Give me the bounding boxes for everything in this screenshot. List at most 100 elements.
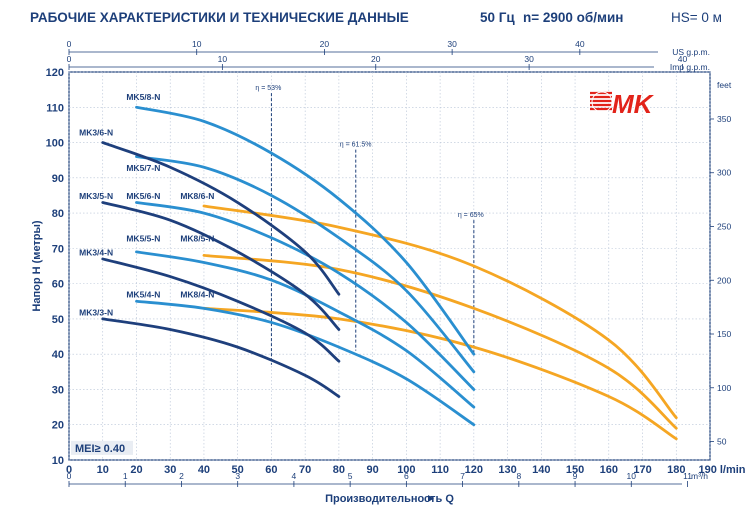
series-label: MK5/5-N <box>126 233 160 243</box>
m3h-tick-label: 9 <box>573 471 578 481</box>
y-tick-label: 100 <box>46 138 64 150</box>
x-tick-label: 150 <box>566 464 584 476</box>
us-gpm-tick-label: 0 <box>67 39 72 49</box>
hs-label: HS= 0 м <box>671 10 722 25</box>
us-gpm-tick-label: 40 <box>575 39 585 49</box>
m3h-tick-label: 5 <box>348 471 353 481</box>
us-gpm-tick-label: 10 <box>192 39 202 49</box>
series-curve-mk8-5-n <box>202 254 678 430</box>
x-tick-label: 100 <box>397 464 415 476</box>
series-curve-mk3-6-n <box>101 141 341 296</box>
m3h-tick-label: 6 <box>404 471 409 481</box>
efficiency-label: η = 53% <box>255 85 281 92</box>
series-curve-mk3-3-n <box>101 317 341 398</box>
mei-annotation-box <box>71 440 133 455</box>
m3h-tick-label: 3 <box>235 471 240 481</box>
series-curve-mk8-6-n <box>202 204 678 420</box>
us-gpm-tick-label: 30 <box>447 39 457 49</box>
mei-annotation: MEI≥ 0.40 <box>75 443 125 455</box>
m3h-tick-label: 0 <box>67 471 72 481</box>
x-tick-label: 140 <box>532 464 550 476</box>
y-tick-label: 110 <box>46 102 64 114</box>
series-label: MK8/5-N <box>180 233 214 243</box>
m3h-tick-label: 10 <box>627 471 637 481</box>
series-label: MK5/6-N <box>126 191 160 201</box>
x-axis-title: Производительность Q <box>325 493 454 505</box>
series-label: MK5/4-N <box>126 290 160 300</box>
y-tick-label: 70 <box>52 243 64 255</box>
m3h-tick-label: 4 <box>292 471 297 481</box>
x-tick-label: 170 <box>633 464 651 476</box>
y-tick-label: 80 <box>52 208 64 220</box>
y-tick-label: 60 <box>52 279 64 291</box>
imp-gpm-tick-label: 40 <box>678 54 688 64</box>
series-label: MK8/6-N <box>180 191 214 201</box>
feet-tick-label: 200 <box>717 275 731 285</box>
us-gpm-tick-label: 20 <box>320 39 330 49</box>
y-tick-label: 40 <box>52 349 64 361</box>
x-tick-label: 60 <box>265 464 277 476</box>
feet-tick-label: 50 <box>717 437 727 447</box>
us-gpm-axis-unit: US g.p.m. <box>672 47 710 57</box>
m3h-axis-unit: m³/h <box>691 471 708 481</box>
imp-gpm-axis-unit: Imp g.p.m. <box>670 62 710 72</box>
series-curve-mk5-7-n <box>135 155 476 374</box>
series-label: MK3/4-N <box>79 247 113 257</box>
x-tick-label: 50 <box>232 464 244 476</box>
efficiency-label: η = 65% <box>458 212 484 219</box>
x-tick-label: 120 <box>465 464 483 476</box>
y-axis-title: Напор H (метры) <box>31 220 43 311</box>
m3h-tick-label: 1 <box>123 471 128 481</box>
imp-gpm-tick-label: 0 <box>67 54 72 64</box>
logo-globe-icon <box>591 91 613 113</box>
m3h-tick-label: 2 <box>179 471 184 481</box>
m3h-tick-label: 11 <box>683 471 692 481</box>
x-tick-label: 110 <box>431 464 449 476</box>
feet-tick-label: 300 <box>717 168 731 178</box>
frequency-label: 50 Гц <box>480 10 515 25</box>
feet-tick-label: 150 <box>717 329 731 339</box>
x-tick-label: 10 <box>97 464 109 476</box>
series-label: MK5/8-N <box>126 92 160 102</box>
m3h-tick-label: 7 <box>460 471 465 481</box>
imp-gpm-tick-label: 10 <box>218 54 228 64</box>
series-label: MK8/4-N <box>180 290 214 300</box>
y-tick-label: 90 <box>52 173 64 185</box>
y-tick-label: 120 <box>46 67 64 79</box>
x-axis-arrow-icon <box>428 495 434 502</box>
x-tick-label: 30 <box>164 464 176 476</box>
y-tick-label: 50 <box>52 314 64 326</box>
y-tick-label: 30 <box>52 384 64 396</box>
logo-text: MK <box>612 89 655 119</box>
x-tick-label: 90 <box>367 464 379 476</box>
feet-tick-label: 350 <box>717 114 731 124</box>
y-tick-label: 20 <box>52 420 64 432</box>
speed-label: n= 2900 об/мин <box>523 10 624 25</box>
m3h-tick-label: 8 <box>516 471 521 481</box>
series-label: MK3/5-N <box>79 191 113 201</box>
x-tick-label: 40 <box>198 464 210 476</box>
series-label: MK3/3-N <box>79 307 113 317</box>
x-tick-label: 130 <box>498 464 516 476</box>
series-curve-mk3-4-n <box>101 257 341 363</box>
feet-tick-label: 250 <box>717 221 731 231</box>
x-tick-label: 20 <box>130 464 142 476</box>
series-curve-mk5-8-n <box>135 105 476 356</box>
y-tick-label: 10 <box>52 455 64 467</box>
series-label: MK5/7-N <box>126 163 160 173</box>
x-tick-label: 190 l/min <box>698 464 745 476</box>
x-tick-label: 160 <box>600 464 618 476</box>
imp-gpm-tick-label: 30 <box>524 54 534 64</box>
x-tick-label: 0 <box>66 464 72 476</box>
series-label: MK3/6-N <box>79 127 113 137</box>
plot-frame <box>68 71 711 461</box>
page-title: РАБОЧИЕ ХАРАКТЕРИСТИКИ И ТЕХНИЧЕСКИЕ ДАН… <box>30 10 409 25</box>
imp-gpm-tick-label: 20 <box>371 54 381 64</box>
feet-axis-unit: feet <box>717 80 732 90</box>
series-curve-mk3-5-n <box>101 201 341 331</box>
x-tick-label: 180 <box>667 464 685 476</box>
x-tick-label: 80 <box>333 464 345 476</box>
feet-tick-label: 100 <box>717 383 731 393</box>
efficiency-label: η = 61.5% <box>340 142 372 149</box>
